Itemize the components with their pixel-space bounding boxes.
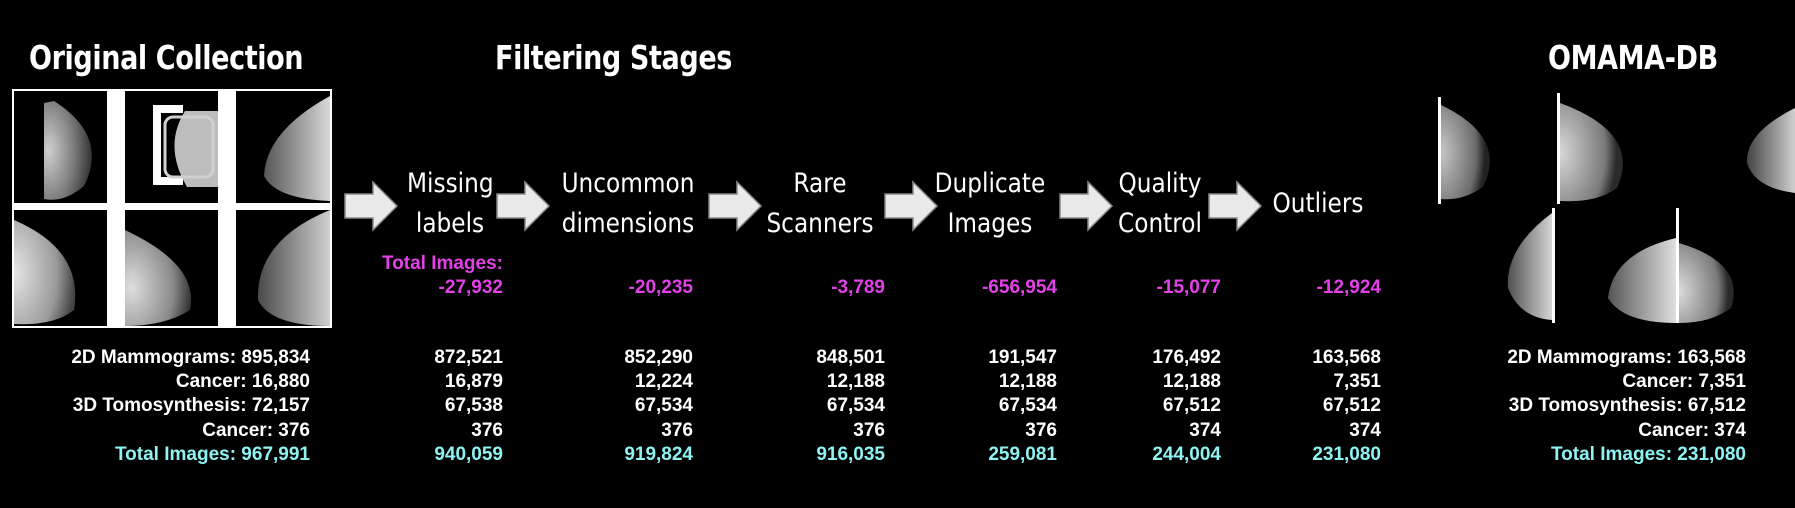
stat-cancer-2d: Cancer: 16,880 [175, 371, 310, 393]
stage-label-outliers: Outliers [1272, 188, 1364, 219]
stat-value: 12,188 [826, 371, 885, 393]
mammogram-image [125, 210, 218, 326]
stat-value: 67,534 [634, 395, 693, 417]
omama-db-title: OMAMA-DB [1548, 38, 1718, 77]
stage-stats-missing-labels: 872,521 16,879 67,538 376 940,059 [434, 346, 503, 467]
stat-3d-tomosynthesis: 3D Tomosynthesis: 67,512 [1508, 395, 1746, 417]
stat-value: 191,547 [988, 347, 1057, 368]
mammogram-image [1438, 97, 1555, 204]
stat-value: 67,534 [826, 395, 885, 417]
arrow-right-icon [344, 180, 399, 232]
stat-value: 374 [1349, 419, 1381, 441]
arrow-right-icon [1208, 180, 1263, 232]
mammogram-image [1598, 208, 1676, 323]
stat-cancer-3d: Cancer: 374 [1638, 419, 1746, 441]
stat-value: 852,290 [624, 347, 693, 368]
stat-total-images: Total Images: 967,991 [114, 443, 310, 465]
stat-value: 376 [853, 419, 885, 441]
original-collection-mosaic [12, 89, 332, 328]
stage-label-quality-control: Quality Control [1118, 168, 1202, 239]
stage-label-missing-labels: Missing labels [407, 168, 494, 239]
stat-2d-mammograms: 2D Mammograms: 163,568 [1507, 347, 1746, 368]
stage-stats-outliers: 163,568 7,351 67,512 374 231,080 [1312, 346, 1381, 467]
stage-stats-duplicate-images: 191,547 12,188 67,534 376 259,081 [988, 346, 1057, 467]
stat-value: 163,568 [1312, 347, 1381, 368]
removed-header: Total Images: [381, 253, 503, 274]
arrow-right-icon [1059, 180, 1114, 232]
filtering-stages-title: Filtering Stages [495, 38, 732, 77]
mammogram-image [1676, 208, 1750, 323]
stat-value: 376 [471, 419, 503, 441]
removed-count: -15,077 [1156, 277, 1221, 298]
stat-2d-mammograms: 2D Mammograms: 895,834 [71, 347, 310, 368]
stage-label-duplicate-images: Duplicate Images [934, 168, 1046, 239]
stat-cancer-2d: Cancer: 7,351 [1622, 371, 1746, 393]
stage-stats-uncommon-dimensions: 852,290 12,224 67,534 376 919,824 [624, 346, 693, 467]
arrow-right-icon [496, 180, 551, 232]
stat-total-value: 916,035 [816, 443, 885, 465]
stat-3d-tomosynthesis: 3D Tomosynthesis: 72,157 [72, 395, 310, 417]
mammogram-image [1557, 93, 1675, 204]
stage-stats-rare-scanners: 848,501 12,188 67,534 376 916,035 [816, 346, 885, 467]
stat-value: 67,538 [444, 395, 503, 417]
stat-cancer-3d: Cancer: 376 [202, 419, 310, 441]
original-collection-title: Original Collection [29, 38, 304, 77]
stat-value: 376 [661, 419, 693, 441]
mammogram-image [236, 91, 330, 203]
mammogram-image [236, 210, 330, 326]
stat-value: 67,534 [998, 395, 1057, 417]
removed-count: -3,789 [831, 277, 885, 298]
mammogram-image [14, 91, 107, 203]
mammogram-image [125, 91, 218, 203]
stat-value: 7,351 [1333, 371, 1381, 393]
stage-label-rare-scanners: Rare Scanners [766, 168, 874, 239]
removed-count: -27,932 [438, 277, 503, 298]
removed-count: -656,954 [981, 277, 1057, 298]
stat-total-value: 259,081 [988, 443, 1057, 465]
stat-total-value: 919,824 [624, 443, 693, 465]
stat-total-value: 244,004 [1152, 443, 1221, 465]
stat-value: 67,512 [1322, 395, 1381, 417]
stat-value: 376 [1025, 419, 1057, 441]
stat-value: 16,879 [444, 371, 503, 393]
stat-value: 374 [1189, 419, 1221, 441]
stage-label-uncommon-dimensions: Uncommon dimensions [561, 168, 695, 239]
stat-value: 176,492 [1152, 347, 1221, 368]
stat-total-value: 940,059 [434, 443, 503, 465]
removed-count: -20,235 [628, 277, 693, 298]
stat-total-value: 231,080 [1312, 443, 1381, 465]
omama-db-stats: 2D Mammograms: 163,568 Cancer: 7,351 3D … [1507, 346, 1746, 467]
stat-value: 12,224 [634, 371, 693, 393]
removed-count: -12,924 [1316, 277, 1381, 298]
arrow-right-icon [884, 180, 939, 232]
stage-stats-quality-control: 176,492 12,188 67,512 374 244,004 [1152, 346, 1221, 467]
stat-total-images: Total Images: 231,080 [1550, 443, 1746, 465]
stat-value: 872,521 [434, 347, 503, 368]
mammogram-image [14, 210, 107, 326]
original-stats: 2D Mammograms: 895,834 Cancer: 16,880 3D… [71, 346, 310, 467]
mammogram-image [1500, 208, 1555, 323]
mammogram-image [1735, 93, 1795, 204]
stat-value: 67,512 [1162, 395, 1221, 417]
stat-value: 12,188 [998, 371, 1057, 393]
stat-value: 848,501 [816, 347, 885, 368]
arrow-right-icon [708, 180, 763, 232]
stat-value: 12,188 [1162, 371, 1221, 393]
